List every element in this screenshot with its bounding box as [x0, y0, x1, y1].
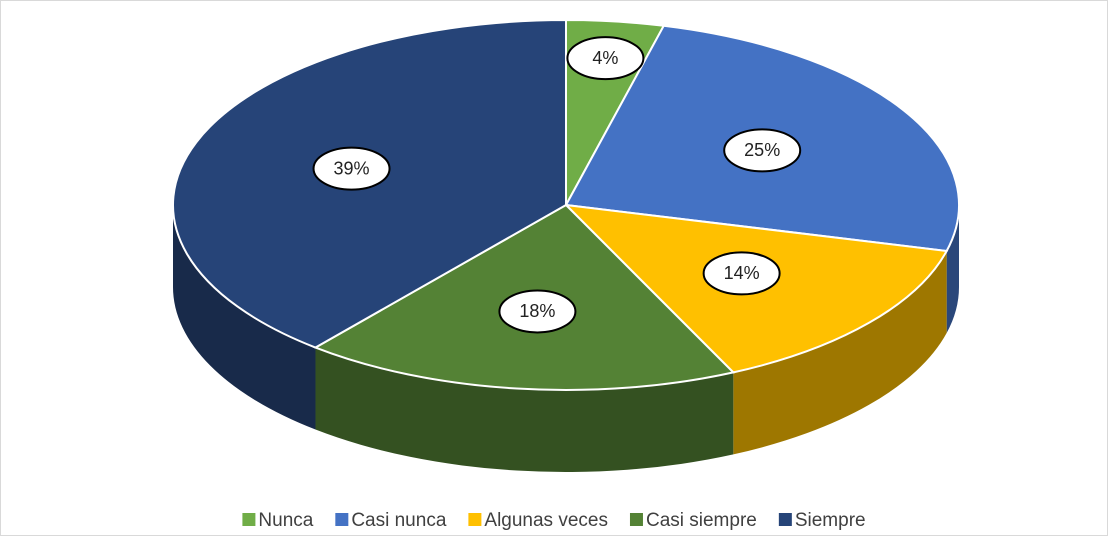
slice-side [173, 205, 316, 430]
legend-swatch [335, 513, 349, 526]
slice-side [946, 205, 959, 334]
legend: Nunca Casi nunca Algunas veces Casi siempre… [242, 510, 866, 531]
data-label: 4% [592, 48, 618, 68]
legend-label: Casi siempre [646, 510, 757, 531]
data-label: 39% [334, 158, 370, 178]
legend-swatch [242, 513, 256, 526]
legend-label: Siempre [795, 510, 866, 531]
label-bubble [566, 36, 645, 81]
slice-side [315, 347, 734, 472]
legend-label: Algunas veces [484, 510, 608, 531]
data-label: 14% [724, 263, 760, 283]
label-bubble [723, 128, 802, 173]
label-bubble [702, 251, 781, 296]
slice-side [733, 251, 947, 455]
legend-swatch [778, 513, 792, 526]
legend-swatch [468, 513, 482, 526]
data-label: 18% [519, 301, 555, 321]
label-bubble [312, 146, 391, 191]
legend-label: Nunca [258, 510, 313, 531]
data-label: 25% [744, 140, 780, 160]
label-bubble [498, 289, 577, 334]
legend-label: Casi nunca [351, 510, 446, 531]
legend-swatch [629, 513, 643, 526]
